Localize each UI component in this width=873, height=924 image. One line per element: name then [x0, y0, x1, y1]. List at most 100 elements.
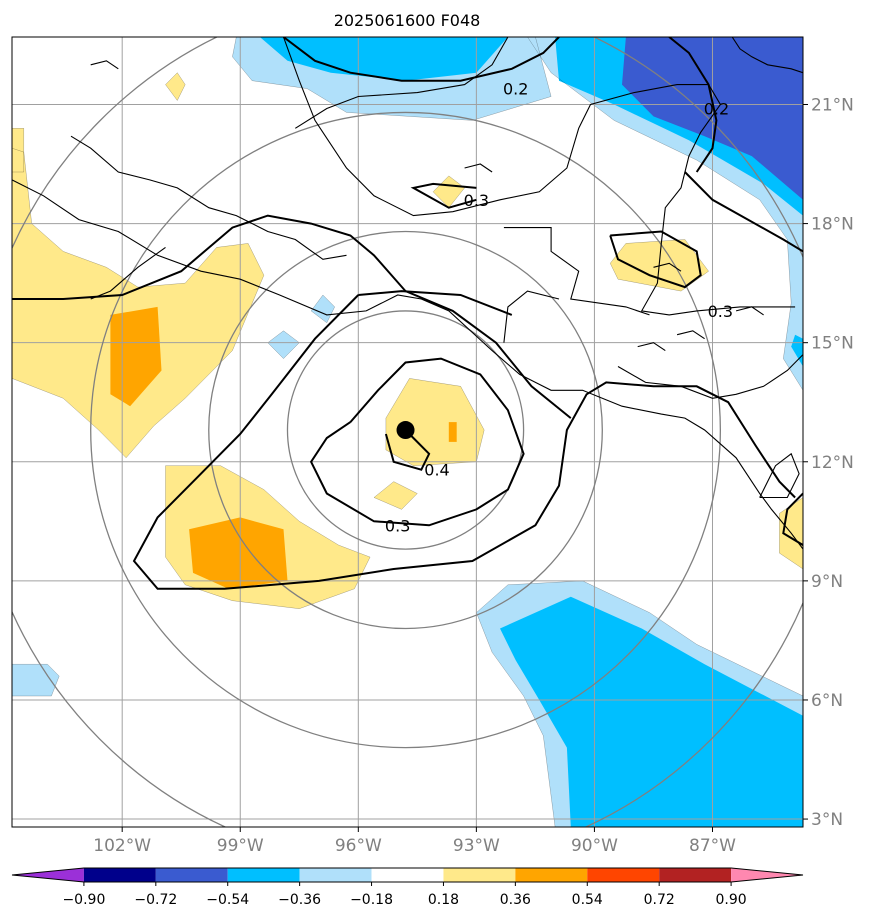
center-marker [396, 421, 415, 440]
x-tick-label: 102°W [93, 836, 151, 856]
colorbar-swatch [443, 868, 516, 882]
fill-edge [385, 378, 485, 466]
coastline [70, 135, 347, 260]
fill-region [433, 175, 465, 208]
coast-fragment [637, 342, 666, 352]
colorbar-label: −0.36 [278, 892, 321, 908]
contour-label: 0.2 [704, 99, 729, 118]
fill-region [311, 295, 335, 323]
map-frame [11, 36, 804, 828]
coast-fragment [735, 306, 764, 316]
colorbar-label: 0.54 [572, 892, 603, 908]
x-tick-label: 90°W [571, 836, 618, 856]
contour-line [282, 37, 560, 82]
contour-label: 0.3 [464, 191, 489, 210]
coast-fragment [653, 262, 682, 272]
fill-edge [232, 37, 552, 121]
colorbar-label: −0.18 [350, 892, 393, 908]
fill-region [189, 517, 288, 589]
x-tick-label: 96°W [335, 836, 382, 856]
y-tick-label: 3°N [811, 810, 843, 830]
colorbar-label: 0.72 [644, 892, 675, 908]
contour-label: 0.3 [708, 302, 733, 321]
fill-region [12, 128, 24, 172]
contour-line [684, 171, 803, 253]
fill-edge [12, 128, 25, 173]
coastline [731, 37, 803, 74]
range-ring [90, 111, 722, 749]
fill-edge [12, 663, 60, 697]
coastline [617, 354, 803, 399]
x-tick-label: 93°W [453, 836, 500, 856]
y-axis-ticks: 3°N 6°N 9°N 12°N 15°N 18°N 21°N [803, 95, 854, 830]
colorbar-label: 0.36 [500, 892, 531, 908]
y-tick-label: 15°N [811, 334, 854, 354]
contour-line [609, 230, 702, 289]
colorbar-swatch [227, 868, 300, 882]
x-tick-label: 99°W [217, 836, 264, 856]
colorbar-swatch [515, 868, 588, 882]
colorbar-swatch [731, 868, 803, 882]
x-axis-ticks: 102°W 99°W 96°W 93°W 90°W 87°W [93, 827, 736, 856]
colorbar-swatch [155, 868, 228, 882]
fill-region [259, 37, 508, 81]
contour-line [358, 290, 513, 316]
colorbar-swatch [83, 868, 156, 882]
coastline [503, 227, 650, 316]
fill-edge [609, 239, 709, 292]
gridlines [12, 37, 803, 827]
contour-label: 0.4 [424, 461, 449, 480]
contour-line [132, 294, 796, 590]
fill-edge [267, 330, 300, 359]
fill-edge [310, 294, 336, 324]
colorbar-label: −0.72 [134, 892, 177, 908]
coast-fragment [90, 60, 119, 70]
fill-region [448, 422, 457, 442]
contour-line [668, 37, 718, 173]
colorbar-swatch [659, 868, 732, 882]
contour-line [384, 429, 431, 471]
range-rings [12, 37, 803, 827]
map-area: 0.2 0.2 0.3 0.3 0.4 0.3 [12, 37, 803, 827]
colorbar-label: −0.54 [206, 892, 249, 908]
colorbar-label: −0.90 [62, 892, 105, 908]
coastline [295, 37, 509, 129]
contour-label: 0.3 [385, 516, 410, 535]
fill-edge [165, 72, 186, 101]
fill-edge [476, 580, 803, 827]
colorbar-swatch [299, 868, 372, 882]
coast-fragment [464, 163, 493, 173]
colorbar-swatch [12, 868, 84, 882]
coastline [12, 179, 803, 550]
coastline [503, 290, 560, 343]
coastline [282, 37, 796, 316]
y-tick-label: 21°N [811, 95, 854, 115]
y-tick-label: 12°N [811, 453, 854, 473]
fill-edge [165, 465, 371, 609]
contour-label: 0.2 [503, 80, 528, 99]
contour-lines [12, 37, 803, 590]
contour-line [12, 214, 572, 419]
fill-region [12, 148, 264, 458]
coast-fragment [676, 330, 705, 340]
range-ring [286, 310, 525, 550]
coastline [90, 246, 166, 300]
y-tick-label: 9°N [811, 572, 843, 592]
fill-region [267, 330, 300, 359]
contour-line [782, 492, 803, 546]
range-ring [208, 230, 603, 630]
fill-region [110, 306, 162, 407]
contour-line [410, 182, 477, 209]
fill-region [385, 378, 485, 466]
fill-region [500, 596, 803, 827]
chart-title: 2025061600 F048 [334, 11, 481, 30]
fill-region [12, 664, 60, 696]
y-tick-label: 6°N [811, 691, 843, 711]
colorbar: −0.90 −0.72 −0.54 −0.36 −0.18 0.18 0.36 0.54 0.7… [11, 867, 804, 908]
colorbar-label: 0.90 [716, 892, 747, 908]
x-tick-label: 87°W [689, 836, 736, 856]
y-tick-label: 18°N [811, 215, 854, 235]
fill-region [165, 72, 186, 101]
fill-region [374, 481, 418, 510]
